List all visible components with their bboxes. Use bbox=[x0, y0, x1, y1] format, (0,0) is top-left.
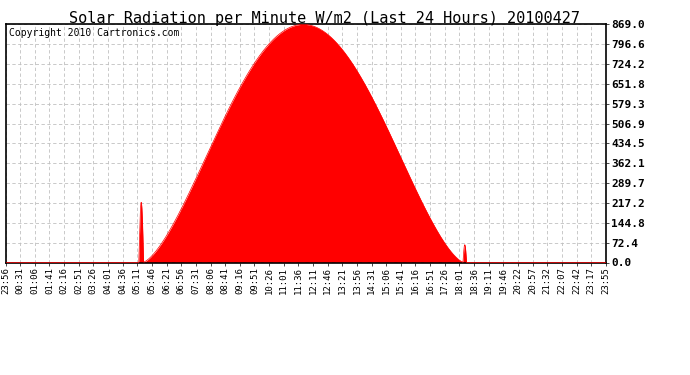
Text: Solar Radiation per Minute W/m2 (Last 24 Hours) 20100427: Solar Radiation per Minute W/m2 (Last 24… bbox=[69, 11, 580, 26]
Text: Copyright 2010 Cartronics.com: Copyright 2010 Cartronics.com bbox=[8, 28, 179, 38]
